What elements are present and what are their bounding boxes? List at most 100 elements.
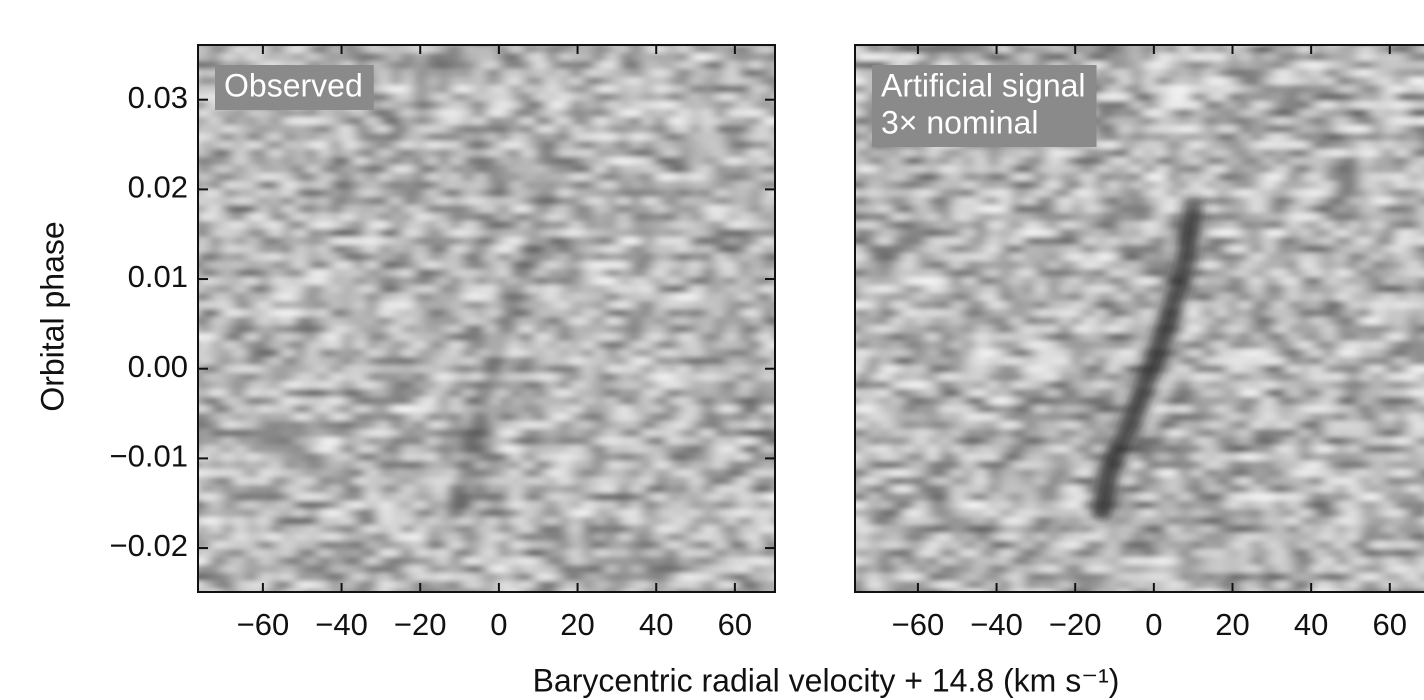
heatmap-cell — [378, 309, 391, 318]
heatmap-cell — [558, 525, 571, 534]
heatmap-cell — [1155, 77, 1168, 86]
heatmap-cell — [1263, 197, 1276, 206]
heatmap-cell — [258, 277, 271, 286]
heatmap-cell — [522, 53, 535, 62]
heatmap-cell — [642, 421, 655, 430]
heatmap-cell — [1191, 157, 1204, 166]
heatmap-cell — [1143, 165, 1156, 174]
heatmap-cell — [630, 309, 643, 318]
heatmap-cell — [426, 541, 439, 550]
heatmap-cell — [1167, 181, 1180, 190]
heatmap-cell — [786, 253, 799, 262]
heatmap-cell — [546, 341, 559, 350]
heatmap-cell — [1299, 229, 1312, 238]
heatmap-cell — [750, 285, 763, 294]
heatmap-cell — [546, 53, 559, 62]
heatmap-cell — [402, 149, 415, 158]
heatmap-cell — [258, 565, 271, 574]
heatmap-cell — [1215, 53, 1228, 62]
heatmap-cell — [1203, 229, 1216, 238]
heatmap-cell — [486, 565, 499, 574]
heatmap-cell — [366, 581, 379, 590]
heatmap-cell — [1263, 165, 1276, 174]
heatmap-cell — [594, 461, 607, 470]
heatmap-cell — [1131, 133, 1144, 142]
heatmap-cell — [210, 269, 223, 278]
heatmap-cell — [1407, 117, 1420, 126]
heatmap-cell — [582, 141, 595, 150]
heatmap-cell — [318, 477, 331, 486]
heatmap-cell — [198, 357, 211, 366]
heatmap-cell — [1395, 245, 1408, 254]
heatmap-cell — [414, 69, 427, 78]
heatmap-cell — [246, 341, 259, 350]
heatmap-cell — [558, 45, 571, 54]
heatmap-cell — [330, 533, 343, 542]
heatmap-cell — [891, 53, 904, 62]
heatmap-cell — [498, 501, 511, 510]
heatmap-cell — [1407, 61, 1420, 70]
heatmap-cell — [1203, 197, 1216, 206]
heatmap-cell — [1299, 125, 1312, 134]
heatmap-cell — [1371, 141, 1384, 150]
heatmap-cell — [546, 133, 559, 142]
heatmap-cell — [642, 157, 655, 166]
heatmap-cell — [714, 229, 727, 238]
heatmap-cell — [486, 501, 499, 510]
heatmap-cell — [390, 397, 403, 406]
heatmap-cell — [1095, 253, 1108, 262]
heatmap-cell — [402, 277, 415, 286]
heatmap-cell — [426, 93, 439, 102]
heatmap-cell — [666, 573, 679, 582]
heatmap-cell — [738, 429, 751, 438]
heatmap-cell — [246, 445, 259, 454]
heatmap-cell — [738, 157, 751, 166]
heatmap-cell — [198, 245, 211, 254]
heatmap-cell — [330, 149, 343, 158]
heatmap-cell — [1407, 173, 1420, 182]
heatmap-cell — [666, 597, 679, 606]
heatmap-cell — [450, 589, 463, 598]
heatmap-cell — [1179, 133, 1192, 142]
heatmap-cell — [414, 253, 427, 262]
heatmap-cell — [414, 429, 427, 438]
heatmap-cell — [414, 421, 427, 430]
heatmap-cell — [582, 573, 595, 582]
heatmap-cell — [222, 565, 235, 574]
heatmap-cell — [414, 133, 427, 142]
heatmap-cell — [366, 565, 379, 574]
heatmap-cell — [702, 333, 715, 342]
heatmap-cell — [234, 277, 247, 286]
heatmap-cell — [678, 325, 691, 334]
heatmap-cell — [1275, 245, 1288, 254]
heatmap-cell — [738, 469, 751, 478]
heatmap-cell — [915, 157, 928, 166]
heatmap-cell — [582, 533, 595, 542]
heatmap-cell — [570, 405, 583, 414]
heatmap-cell — [666, 301, 679, 310]
heatmap-cell — [702, 565, 715, 574]
heatmap-cell — [1119, 237, 1132, 246]
heatmap-cell — [1191, 45, 1204, 54]
heatmap-cell — [366, 253, 379, 262]
heatmap-cell — [366, 285, 379, 294]
heatmap-cell — [654, 309, 667, 318]
heatmap-cell — [438, 69, 451, 78]
heatmap-cell — [678, 205, 691, 214]
heatmap-cell — [426, 189, 439, 198]
heatmap-cell — [1155, 229, 1168, 238]
heatmap-cell — [762, 525, 775, 534]
heatmap-cell — [690, 181, 703, 190]
heatmap-cell — [402, 509, 415, 518]
heatmap-cell — [474, 165, 487, 174]
heatmap-cell — [1335, 101, 1348, 110]
heatmap-cell — [390, 117, 403, 126]
heatmap-cell — [762, 317, 775, 326]
heatmap-cell — [1167, 157, 1180, 166]
heatmap-cell — [690, 125, 703, 134]
heatmap-cell — [486, 445, 499, 454]
heatmap-cell — [450, 581, 463, 590]
heatmap-cell — [426, 549, 439, 558]
heatmap-cell — [939, 213, 952, 222]
heatmap-cell — [963, 197, 976, 206]
